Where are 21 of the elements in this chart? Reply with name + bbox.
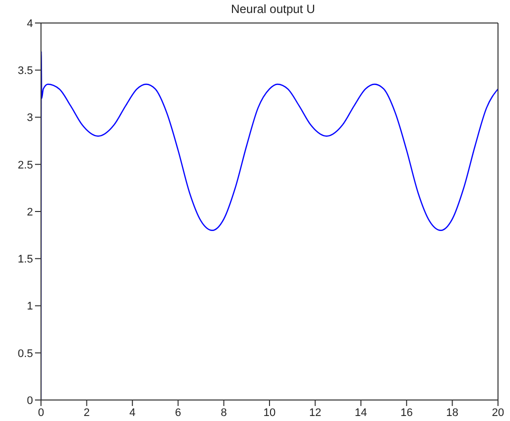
x-tick-label: 8: [220, 406, 227, 419]
y-tick-label: 4: [26, 18, 33, 30]
y-tick-label: 2: [26, 206, 33, 218]
x-tick-label: 10: [263, 406, 276, 419]
x-tick-label: 2: [84, 406, 90, 419]
x-tick-label: 18: [446, 406, 458, 419]
y-tick-label: 0.5: [18, 348, 33, 360]
x-tick-label: 20: [492, 406, 504, 419]
chart-title: Neural output U: [230, 2, 316, 16]
x-tick-label: 6: [175, 406, 182, 419]
y-tick-label: 3.5: [18, 65, 33, 78]
y-tick-label: 1.5: [18, 254, 33, 266]
y-tick-label: 3: [26, 112, 33, 124]
x-tick-label: 4: [129, 406, 136, 419]
x-tick-label: 12: [309, 406, 322, 419]
x-tick-label: 14: [354, 406, 368, 419]
y-tick-label: 1: [26, 300, 33, 313]
y-tick-label: 0: [26, 394, 33, 407]
x-tick-label: 0: [38, 406, 44, 419]
y-tick-label: 2.5: [18, 159, 33, 172]
x-tick-label: 16: [400, 406, 413, 419]
